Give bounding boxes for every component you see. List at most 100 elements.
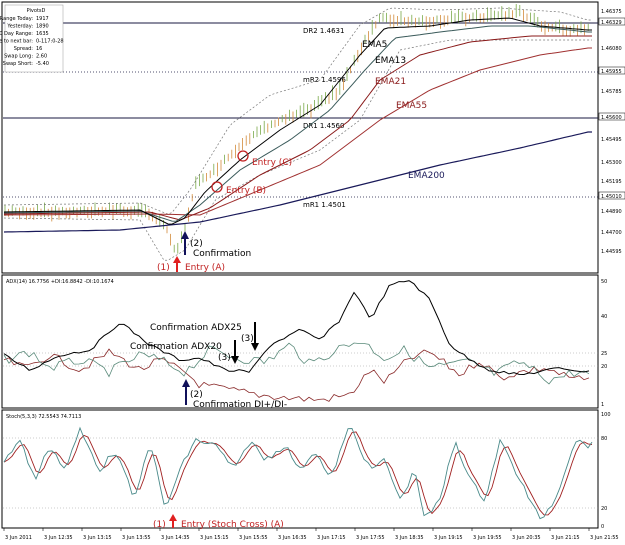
adx25-label: Confirmation ADX25 xyxy=(150,323,242,333)
time-axis-label: 3 Jun 17:15 xyxy=(317,535,346,541)
main-chart-layer: DR2 1.4631 mR2 1.4596 DR1 1.4560 mR1 1.4501 xyxy=(3,4,598,261)
price-tag-box xyxy=(598,66,625,75)
ema21-line xyxy=(3,35,592,221)
price-tag-box xyxy=(598,191,625,200)
pivots-row-value: -5.40 xyxy=(36,61,49,67)
adx25-arrow-icon xyxy=(251,343,259,351)
time-axis-label: 3 Jun 21:55 xyxy=(590,535,619,541)
di-arrow-icon xyxy=(182,379,190,387)
stoch-axis-label: 0 xyxy=(601,524,604,530)
ema200-label: EMA200 xyxy=(408,171,445,181)
time-axis-label: 3 Jun 14:35 xyxy=(161,535,190,541)
pivot-level-label-mr2: mR2 1.4596 xyxy=(303,76,346,84)
entry-a-num: (1) xyxy=(157,263,170,273)
di-label: Confirmation DI+/DI- xyxy=(193,400,287,410)
confirmation-label: Confirmation xyxy=(193,249,251,259)
entry-c-label: Entry (C) xyxy=(252,158,292,168)
price-axis-label: 1.44700 xyxy=(601,230,622,236)
adx-axis-label: 50 xyxy=(601,279,607,285)
confirmation-arrow-icon xyxy=(181,231,189,239)
pivots-row-label: Time to next bar: xyxy=(0,39,33,45)
price-tag-box xyxy=(598,112,625,121)
ema55-line xyxy=(4,47,592,216)
time-axis-label: 3 Jun 15:55 xyxy=(239,535,268,541)
pivots-row-label: Spread: xyxy=(14,46,34,52)
ema55-label: EMA55 xyxy=(396,101,427,111)
ema13-line xyxy=(3,25,592,222)
price-tag-box xyxy=(598,17,625,26)
time-axis-label: 3 Jun 2011 xyxy=(5,535,32,541)
ema13-label: EMA13 xyxy=(375,56,406,66)
price-axis-label: 1.45785 xyxy=(601,89,622,95)
di-num: (2) xyxy=(190,390,203,400)
di-minus-line xyxy=(3,348,590,402)
ema200-line xyxy=(3,131,592,233)
time-axis-label: 3 Jun 18:35 xyxy=(395,535,424,541)
adx-axis-label: 25 xyxy=(601,351,607,357)
adx-axis-label: 20 xyxy=(601,364,607,370)
entry-b-circle xyxy=(211,181,223,193)
stoch-entry-arrow-icon xyxy=(169,514,177,521)
pivots-row-label: Swap Short: xyxy=(3,61,34,67)
time-axis-label: 3 Jun 19:15 xyxy=(434,535,463,541)
pivots-row-label: Yesterday: xyxy=(6,24,33,30)
pivots-row-value: 1635 xyxy=(36,31,49,37)
price-axis-label: 1.45300 xyxy=(601,160,622,166)
adx-annotations: ADX(14) 16.7756 +DI:16.8842 -DI:10.1674 … xyxy=(6,279,287,410)
price-axis-label: 1.45955 xyxy=(601,69,622,75)
entry-a-label: Entry (A) xyxy=(185,263,225,273)
pivots-panel: PivotsD Range Today:1917Yesterday:189030… xyxy=(0,4,64,73)
time-axis-label: 3 Jun 21:15 xyxy=(551,535,580,541)
adx-axis-label: 40 xyxy=(601,314,607,320)
stoch-panel-frame xyxy=(1,409,599,529)
confirmation-num: (2) xyxy=(190,239,203,249)
stoch-axis-label: 20 xyxy=(601,506,607,512)
adx-line xyxy=(3,280,590,376)
time-axis-label: 3 Jun 12:35 xyxy=(44,535,73,541)
adx-panel-frame xyxy=(1,274,599,409)
stoch-main-line xyxy=(3,426,593,520)
stoch-header: Stoch(5,3,3) 72.5543 74.7113 xyxy=(6,414,81,420)
adx20-label: Confirmation ADX20 xyxy=(130,342,222,352)
pivots-row-label: 30 Day Range: xyxy=(0,31,33,37)
adx20-num: (3) xyxy=(218,353,231,363)
upper-band-line xyxy=(3,7,592,215)
main-annotations: EMA5 EMA13 EMA21 EMA55 EMA200 Entry (C) … xyxy=(157,40,445,273)
stoch-entry-label: Entry (Stoch Cross) (A) xyxy=(181,520,284,530)
ema21-label: EMA21 xyxy=(375,77,406,87)
stoch-chart-layer xyxy=(3,426,598,520)
price-axis-label: 1.44890 xyxy=(601,209,622,215)
stoch-axis-label: 100 xyxy=(601,412,611,418)
ema5-label: EMA5 xyxy=(362,40,387,50)
pivots-row-value: 16 xyxy=(36,46,42,52)
adx-header: ADX(14) 16.7756 +DI:16.8842 -DI:10.1674 xyxy=(6,279,114,285)
pivot-level-label-dr2: DR2 1.4631 xyxy=(303,27,344,35)
price-axis-label: 1.45495 xyxy=(601,137,622,143)
time-axis-label: 3 Jun 15:15 xyxy=(200,535,229,541)
pivots-row-label: Swap Long: xyxy=(4,54,33,60)
price-axis-label: 1.44595 xyxy=(601,249,622,255)
adx-chart-layer xyxy=(3,280,598,402)
pivots-row-value: 0-117:0-28 xyxy=(36,39,64,45)
price-axis-label: 1.45600 xyxy=(601,115,622,121)
pivot-level-label-mr1: mR1 1.4501 xyxy=(303,201,346,209)
time-axis-label: 3 Jun 20:35 xyxy=(512,535,541,541)
adx25-num: (3) xyxy=(241,334,254,344)
pivot-level-label-dr1: DR1 1.4560 xyxy=(303,122,344,130)
time-axis-label: 3 Jun 13:15 xyxy=(83,535,112,541)
pivots-row-value: 2.60 xyxy=(36,54,47,60)
pivots-row-label: Range Today: xyxy=(0,16,33,22)
stoch-axis-label: 80 xyxy=(601,436,607,442)
time-axis-label: 3 Jun 17:55 xyxy=(356,535,385,541)
price-axis-label: 1.46329 xyxy=(601,20,622,26)
price-axis-label: 1.46375 xyxy=(601,9,622,15)
price-axis-label: 1.45010 xyxy=(601,194,622,200)
time-axis-label: 3 Jun 19:55 xyxy=(473,535,502,541)
time-axis-label: 3 Jun 16:35 xyxy=(278,535,307,541)
stoch-signal-line xyxy=(3,431,593,516)
entry-a-arrow-icon xyxy=(173,256,181,263)
entry-c-circle xyxy=(237,150,249,162)
stoch-annotations: Stoch(5,3,3) 72.5543 74.7113 (1) Entry (… xyxy=(6,414,284,530)
